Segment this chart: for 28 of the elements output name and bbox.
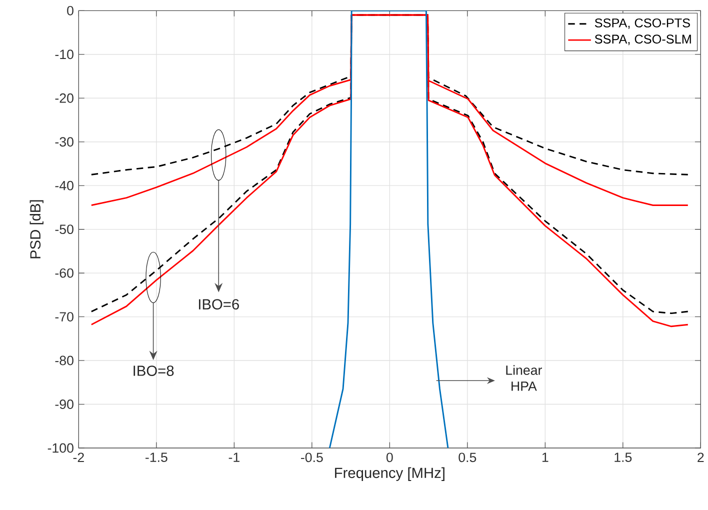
y-tick-label: -30 bbox=[55, 137, 74, 147]
x-tick-label: 1 bbox=[542, 452, 548, 462]
y-tick-label: -10 bbox=[55, 50, 74, 60]
y-tick-label: 0 bbox=[67, 6, 74, 16]
x-tick-label: -0.5 bbox=[301, 452, 323, 462]
x-tick-label: 0.5 bbox=[458, 452, 476, 462]
x-tick-label: 2 bbox=[698, 452, 704, 462]
y-tick-label: -100 bbox=[48, 443, 74, 453]
x-tick-label: 1.5 bbox=[614, 452, 632, 462]
x-tick-label: -2 bbox=[73, 452, 84, 462]
y-axis-title: PSD [dB] bbox=[30, 200, 44, 258]
y-tick-label: -40 bbox=[55, 180, 74, 190]
annotation: Linear HPA bbox=[506, 365, 542, 391]
y-tick-label: -60 bbox=[55, 268, 74, 278]
x-tick-label: -1 bbox=[228, 452, 240, 462]
legend-label: SSPA, CSO-SLM bbox=[594, 34, 691, 46]
y-tick-label: -80 bbox=[55, 356, 74, 366]
y-tick-label: -20 bbox=[55, 93, 74, 103]
y-tick-label: -70 bbox=[55, 312, 74, 322]
y-tick-label: -50 bbox=[55, 224, 74, 234]
legend-label: SSPA, CSO-PTS bbox=[594, 18, 690, 29]
x-tick-label: 0 bbox=[386, 452, 393, 462]
x-tick-label: -1.5 bbox=[146, 452, 168, 462]
annotation: IBO=8 bbox=[134, 366, 174, 376]
line-series bbox=[328, 10, 449, 448]
y-tick-label: -90 bbox=[55, 400, 74, 409]
x-axis-title: Frequency [MHz] bbox=[335, 467, 444, 481]
annotation: IBO=6 bbox=[198, 299, 239, 310]
